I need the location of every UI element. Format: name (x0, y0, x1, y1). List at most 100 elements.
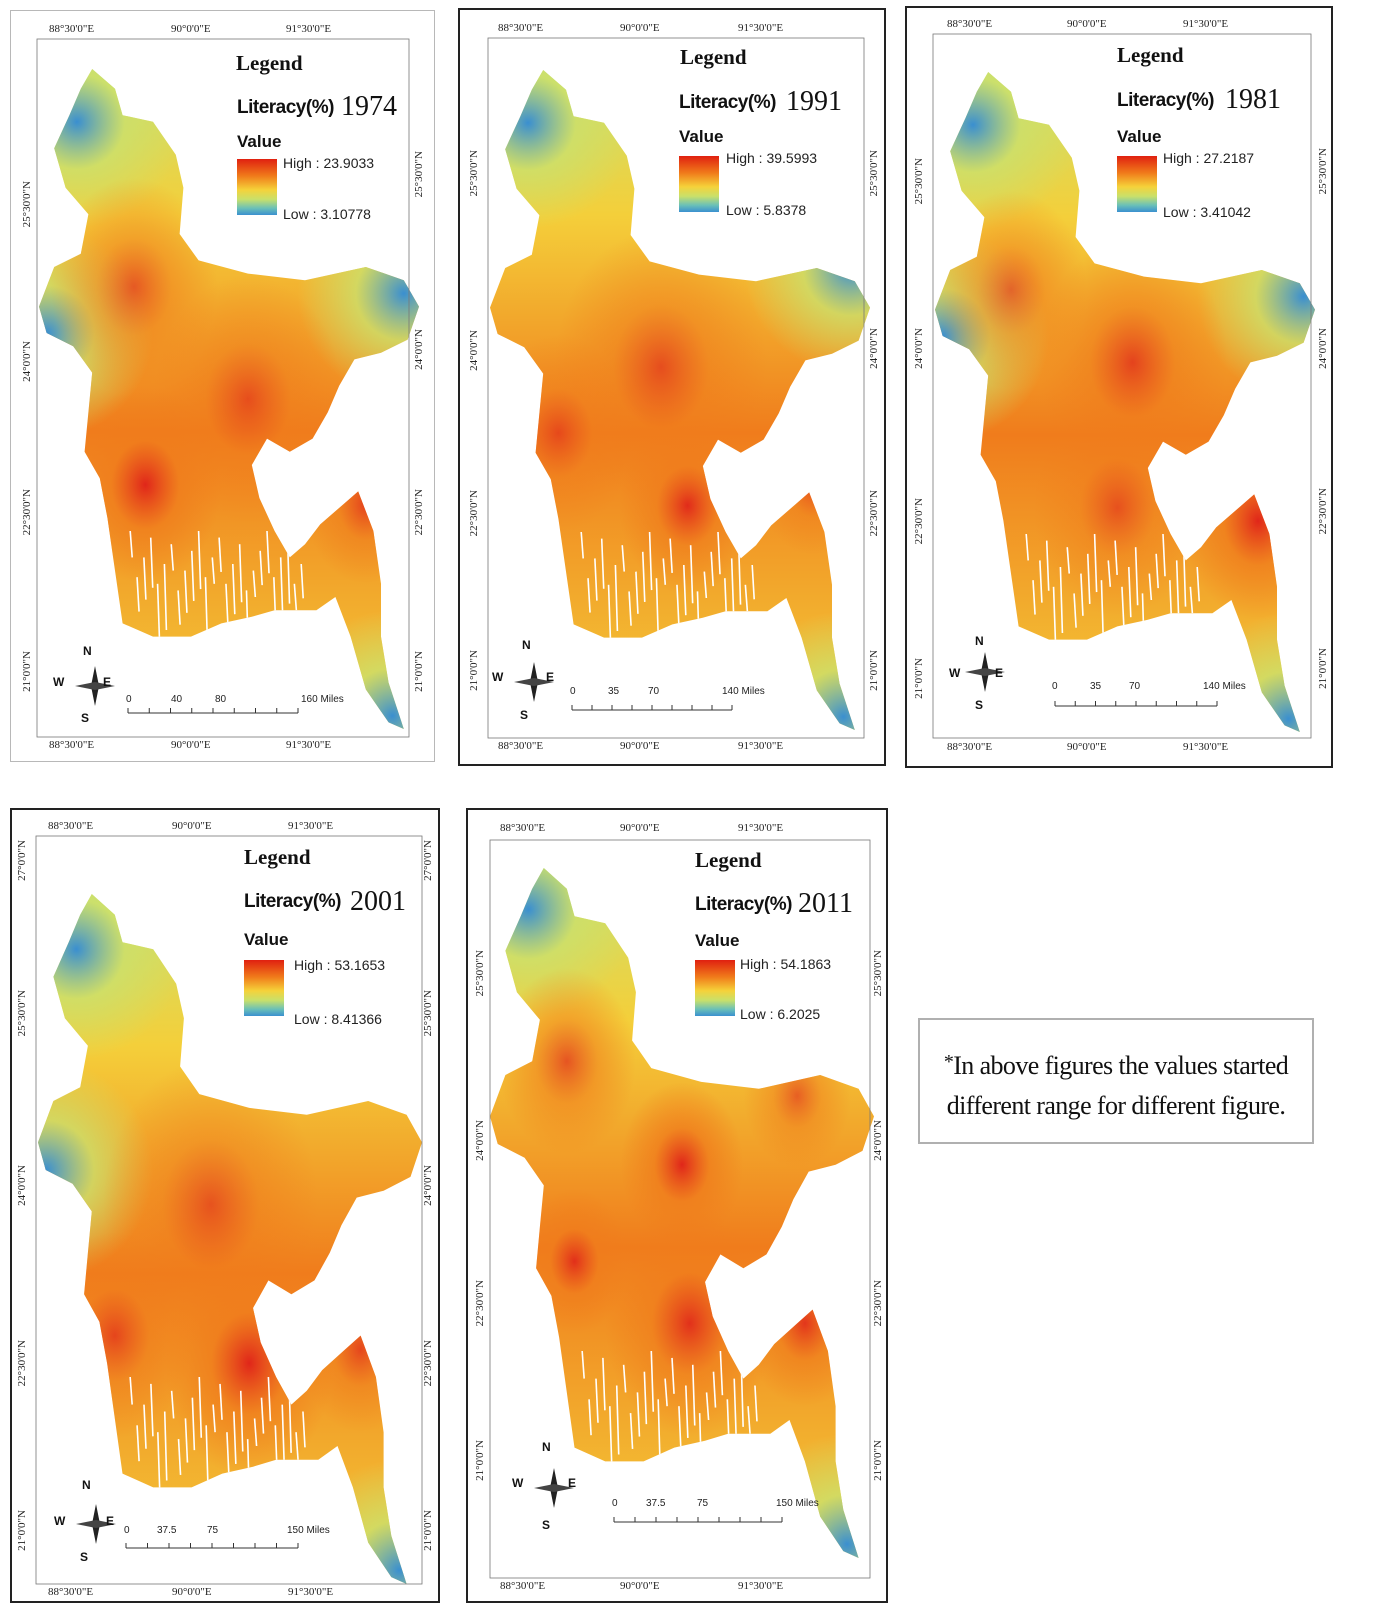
delta-channel (1039, 560, 1043, 603)
scale-tick-2: 35 (608, 686, 620, 697)
delta-channel (293, 583, 298, 611)
delta-channel (1093, 533, 1098, 593)
legend-year: 1974 (341, 91, 397, 122)
delta-channel (602, 1357, 606, 1411)
high-zone (497, 968, 636, 1155)
delta-channel (1045, 540, 1050, 591)
legend-title: Legend (695, 848, 762, 872)
lat-tick-right-2: 25°30'0"N (422, 990, 434, 1037)
delta-channel (588, 1399, 592, 1436)
lat-tick-left-1: 25°30'0"N (21, 181, 33, 228)
scale-tick-1: 0 (612, 1498, 618, 1509)
lat-tick-right-4: 21°0'0"N (872, 1440, 884, 1481)
delta-channel (733, 1378, 738, 1440)
lon-tick-bottom-2: 90°0'0"E (171, 739, 211, 751)
lon-tick-bottom-3: 91°30'0"E (286, 739, 332, 751)
lon-tick-top-2: 90°0'0"E (620, 22, 660, 34)
legend-value-label: Value (695, 931, 740, 950)
compass-rose (534, 1468, 574, 1508)
map-svg-2011 (489, 839, 874, 1579)
legend-year: 1991 (786, 86, 842, 117)
delta-channel (643, 1371, 648, 1425)
delta-channel (184, 570, 188, 613)
lon-tick-top-3: 91°30'0"E (738, 822, 784, 834)
lon-tick-top-1: 88°30'0"E (48, 820, 94, 832)
delta-channel (705, 1392, 710, 1421)
high-zone (305, 425, 419, 584)
map-svg-1981 (932, 33, 1315, 739)
delta-channel (719, 1350, 724, 1396)
compass-w: W (949, 666, 961, 680)
legend-year: 1981 (1225, 84, 1281, 115)
scale-tick-1: 0 (124, 1525, 130, 1536)
delta-channel (710, 551, 714, 587)
delta-channel (1032, 580, 1036, 615)
compass-e: E (106, 1514, 115, 1528)
delta-channel (143, 1404, 147, 1449)
legend-low: Low : 8.41366 (294, 1011, 382, 1027)
lon-tick-bottom-2: 90°0'0"E (620, 1580, 660, 1592)
legend-title: Legend (236, 51, 303, 75)
compass-s: S (542, 1518, 551, 1532)
delta-channel (1189, 586, 1194, 614)
map-panel-2001: 88°30'0"E 90°0'0"E 91°30'0"E 88°30'0"E 9… (10, 808, 440, 1603)
delta-channel (751, 564, 755, 600)
lon-tick-bottom-1: 88°30'0"E (947, 741, 993, 753)
high-zone (153, 275, 343, 523)
legend-low: Low : 3.10778 (283, 206, 371, 222)
delta-channel (226, 1432, 230, 1477)
lat-tick-left-1: 25°30'0"N (474, 950, 486, 997)
legend-year: 2011 (798, 888, 853, 919)
scale-tick-3: 80 (215, 694, 227, 705)
lon-tick-top-3: 91°30'0"E (288, 820, 334, 832)
low-zone (1182, 613, 1315, 732)
delta-channel (267, 1376, 272, 1422)
delta-channel (1114, 540, 1118, 575)
compass-n: N (83, 644, 92, 658)
lon-tick-top-2: 90°0'0"E (620, 822, 660, 834)
compass-n: N (522, 638, 531, 652)
scale-tick-3: 70 (1129, 681, 1141, 692)
delta-channel (641, 551, 646, 602)
map-svg-2001 (35, 835, 423, 1585)
delta-channel (150, 1383, 154, 1437)
compass-w: W (492, 670, 504, 684)
map-neatline (36, 38, 410, 738)
delta-channel (595, 1378, 599, 1423)
delta-channel (149, 537, 154, 588)
lon-tick-bottom-2: 90°0'0"E (620, 740, 660, 752)
legend-title: Legend (1117, 43, 1184, 67)
delta-channel (129, 1376, 133, 1405)
lat-tick-left-3: 24°0'0"N (16, 1165, 28, 1206)
compass-e: E (995, 666, 1004, 680)
delta-channel (1086, 553, 1091, 604)
lon-tick-top-1: 88°30'0"E (498, 22, 544, 34)
delta-channel (136, 1425, 140, 1462)
delta-channel (691, 1364, 696, 1426)
delta-channel (1134, 547, 1139, 606)
compass-e: E (568, 1476, 577, 1490)
lat-tick-right-5: 21°0'0"N (422, 1510, 434, 1551)
delta-channel (279, 557, 284, 616)
compass-w: W (512, 1476, 524, 1490)
scale-tick-2: 37.5 (646, 1498, 666, 1509)
compass-w: W (54, 1514, 66, 1528)
lon-tick-bottom-3: 91°30'0"E (288, 1586, 334, 1598)
compass-e: E (546, 670, 555, 684)
scale-tick-1: 0 (126, 694, 132, 705)
delta-channel (1128, 566, 1132, 618)
delta-channel (662, 558, 667, 585)
delta-channel (621, 545, 626, 572)
compass-needle-ew (534, 1484, 574, 1492)
high-zone (743, 1240, 867, 1407)
delta-channel (1107, 560, 1112, 587)
delta-channel (587, 578, 591, 613)
compass-needle-ew (965, 668, 1005, 676)
note-marker: * (943, 1051, 954, 1073)
scale-tick-2: 40 (171, 694, 183, 705)
legend-high: High : 39.5993 (726, 150, 818, 166)
lat-tick-right-3: 22°30'0"N (872, 1280, 884, 1327)
lon-tick-top-3: 91°30'0"E (1183, 18, 1229, 30)
lat-tick-right-4: 21°0'0"N (1317, 648, 1329, 689)
delta-channel (212, 1404, 216, 1433)
